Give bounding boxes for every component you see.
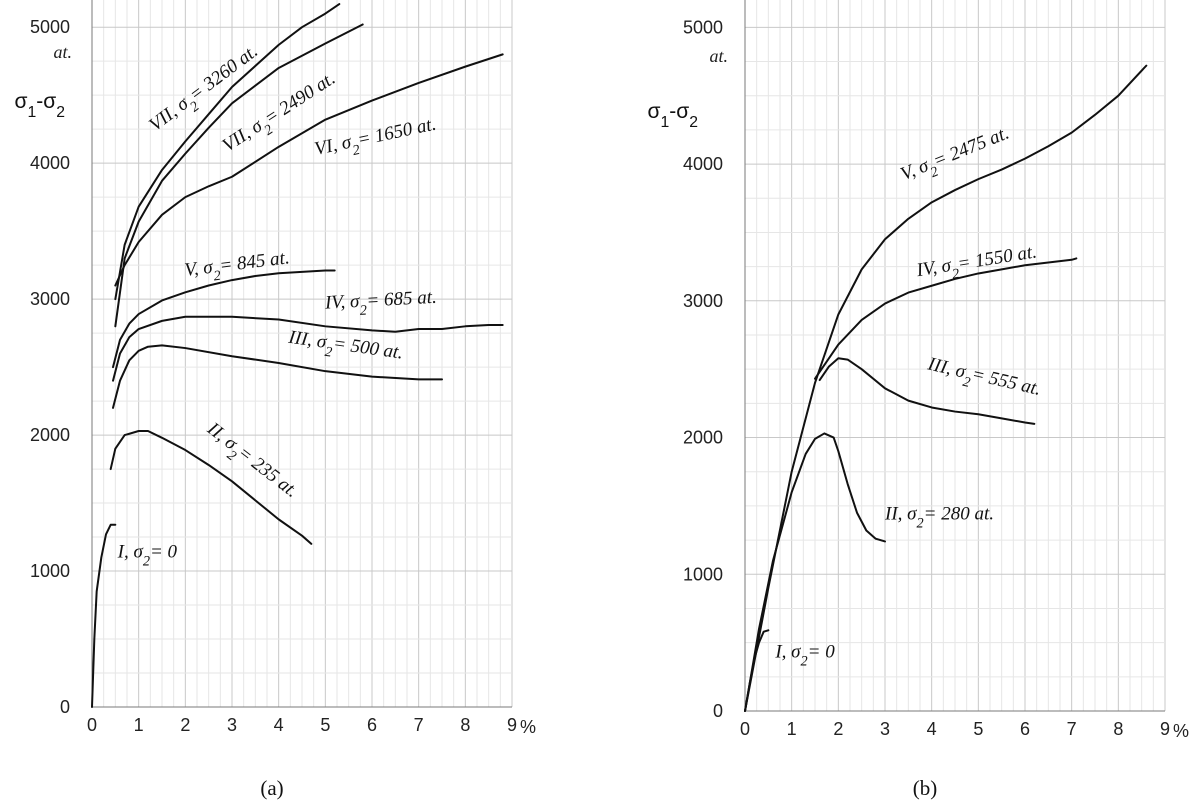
x-tick-label: 5 xyxy=(973,719,983,739)
panel-b: 0 1 2 3 4 5 6 7 8 9 % 0 1000 2000 3000 4000 5000 at. σ1-σ2… xyxy=(648,0,1189,800)
y-tick-label: 5000 xyxy=(683,17,723,37)
y-unit-label: at. xyxy=(709,46,728,66)
x-tick-label: 5 xyxy=(320,715,330,735)
y-tick-label: 2000 xyxy=(683,428,723,448)
panel-label: (a) xyxy=(260,776,283,800)
y-tick-label: 2000 xyxy=(30,425,70,445)
curve-label: II, σ2= 280 at. xyxy=(884,504,994,532)
y-axis-label: σ1-σ2 xyxy=(15,90,65,121)
y-unit-label: at. xyxy=(53,42,72,62)
y-tick-label: 4000 xyxy=(683,154,723,174)
series-line xyxy=(814,257,1078,380)
x-tick-label: 3 xyxy=(880,719,890,739)
grid xyxy=(744,0,1166,712)
y-axis-label: σ1-σ2 xyxy=(648,100,698,131)
x-unit-label: % xyxy=(520,717,536,737)
series-line xyxy=(112,344,443,409)
x-tick-label: 9 xyxy=(507,715,517,735)
curve-label: VI, σ2= 1650 at. xyxy=(313,114,440,167)
series-line xyxy=(91,523,117,708)
curve-label: V, σ2= 845 at. xyxy=(183,247,291,288)
series-line xyxy=(112,269,336,369)
x-tick-label: 7 xyxy=(414,715,424,735)
series-line xyxy=(109,430,313,545)
y-tick-label: 3000 xyxy=(683,291,723,311)
series-line xyxy=(744,64,1148,712)
x-tick-label: 2 xyxy=(833,719,843,739)
x-tick-label: 4 xyxy=(927,719,937,739)
x-tick-label: 6 xyxy=(1020,719,1030,739)
x-tick-label: 2 xyxy=(180,715,190,735)
y-tick-label: 0 xyxy=(713,701,723,721)
x-tick-label: 9 xyxy=(1160,719,1170,739)
series-line xyxy=(114,23,364,328)
x-tick-label: 6 xyxy=(367,715,377,735)
x-tick-label: 7 xyxy=(1067,719,1077,739)
panel-label: (b) xyxy=(913,776,938,800)
y-tick-label: 4000 xyxy=(30,153,70,173)
y-tick-label: 5000 xyxy=(30,17,70,37)
curve-label: IV, σ2= 685 at. xyxy=(323,287,437,321)
x-unit-label: % xyxy=(1173,721,1189,741)
y-tick-label: 3000 xyxy=(30,289,70,309)
y-tick-label: 1000 xyxy=(30,561,70,581)
series-line xyxy=(818,357,1036,425)
x-tick-label: 3 xyxy=(227,715,237,735)
x-tick-label: 1 xyxy=(134,715,144,735)
series-line xyxy=(114,3,341,301)
y-tick-label: 1000 xyxy=(683,564,723,584)
x-tick-label: 1 xyxy=(787,719,797,739)
x-tick-label: 4 xyxy=(274,715,284,735)
x-tick-label: 8 xyxy=(1113,719,1123,739)
x-tick-label: 0 xyxy=(87,715,97,735)
series-line xyxy=(114,53,504,287)
curve-label: I, σ2= 0 xyxy=(117,541,178,569)
curve-label: V, σ2= 2475 at. xyxy=(898,123,1015,192)
panel-a: 0 1 2 3 4 5 6 7 8 9 % 0 1000 2000 3000 4000 5000 at. σ1-σ2… xyxy=(15,0,536,800)
x-tick-label: 0 xyxy=(740,719,750,739)
y-tick-label: 0 xyxy=(60,697,70,717)
curve-label: II, σ2= 235 at. xyxy=(198,418,302,508)
curve-label: IV, σ2= 1550 at. xyxy=(914,241,1039,288)
x-tick-label: 8 xyxy=(460,715,470,735)
curve-label: I, σ2= 0 xyxy=(774,642,835,670)
series-line xyxy=(112,315,504,382)
